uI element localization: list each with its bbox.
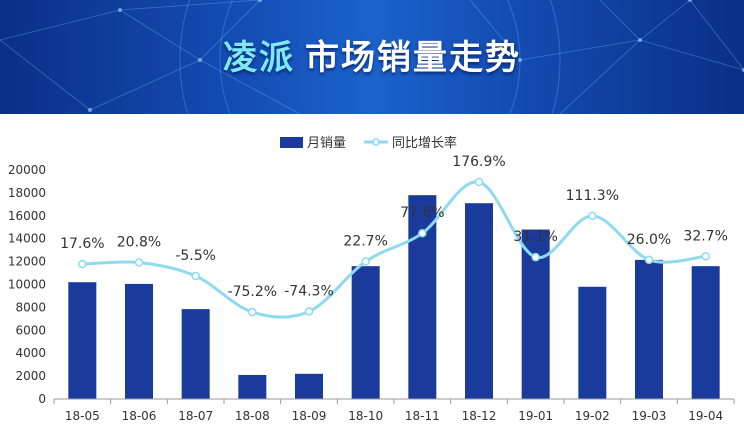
bar-18-09 [295, 373, 323, 399]
bar-18-12 [465, 203, 493, 399]
x-tick-label: 19-02 [575, 409, 610, 423]
growth-point-18-09 [304, 307, 314, 316]
bar-19-02 [578, 286, 607, 399]
growth-data-label: 111.3% [566, 188, 619, 204]
x-tick-label: 18-08 [235, 409, 270, 423]
brand-name: 凌派 [223, 38, 295, 78]
y-tick-label: 6000 [15, 323, 46, 337]
legend-label-bar: 月销量 [307, 136, 346, 151]
network-background [0, 0, 744, 114]
growth-data-label: 22.7% [343, 234, 387, 250]
growth-point-19-01 [531, 252, 540, 262]
page-title: 市场销量走势 [305, 38, 521, 78]
growth-point-18-12 [474, 177, 484, 187]
growth-point-18-10 [361, 257, 370, 266]
y-axis: 0 2000 4000 6000 8000 10000 12000 14000 16000 180… [8, 163, 46, 406]
growth-point-18-08 [248, 307, 257, 317]
legend-swatch-marker [372, 138, 380, 146]
y-tick-label: 2000 [15, 369, 46, 383]
x-tick-label: 19-03 [632, 409, 667, 423]
x-tick-label: 18-07 [178, 409, 213, 423]
growth-data-label: 32.7% [683, 228, 727, 244]
growth-point-19-02 [588, 211, 597, 221]
bar-18-06 [125, 283, 153, 399]
x-tick-label: 18-10 [348, 409, 383, 423]
bar-18-05 [68, 282, 97, 399]
legend-swatch-bar [280, 137, 303, 148]
growth-data-label: 20.8% [117, 234, 161, 250]
growth-data-label: 17.6% [60, 236, 104, 252]
banner-title: 凌派 市场销量走势 [0, 30, 744, 79]
x-tick-label: 19-01 [518, 409, 553, 423]
growth-data-label: -5.5% [175, 248, 216, 264]
x-tick-label: 18-06 [122, 409, 157, 423]
sales-chart: 月销量 同比增长率 0 2000 4000 6000 8000 10000 12000 140… [8, 135, 735, 423]
bar-18-10 [351, 266, 380, 399]
growth-point-18-07 [191, 271, 200, 281]
growth-data-label: 176.9% [452, 154, 505, 170]
growth-line-series: 17.6% 20.8% -5.5% -75.2% -74.3% 22.7% 77.6% 176… [60, 154, 728, 319]
growth-point-18-05 [78, 259, 87, 269]
y-tick-label: 12000 [8, 255, 46, 269]
x-tick-label: 18-11 [405, 409, 440, 423]
bar-19-03 [635, 259, 663, 399]
growth-data-label: 31.1% [513, 229, 557, 245]
growth-point-19-03 [644, 255, 654, 265]
y-tick-label: 4000 [15, 346, 46, 360]
bar-18-07 [181, 309, 210, 399]
y-tick-label: 8000 [15, 300, 46, 314]
chart-legend: 月销量 同比增长率 [280, 135, 457, 151]
growth-data-label: 77.6% [400, 205, 444, 221]
y-tick-label: 20000 [8, 163, 46, 177]
growth-data-label: 26.0% [627, 232, 671, 248]
legend-label-line: 同比增长率 [392, 135, 457, 151]
y-tick-label: 14000 [8, 232, 46, 246]
x-tick-label: 19-04 [688, 409, 723, 423]
y-tick-label: 10000 [8, 278, 46, 292]
y-tick-label: 16000 [8, 209, 46, 223]
x-tick-label: 18-12 [462, 409, 497, 423]
y-tick-label: 0 [38, 392, 46, 406]
y-tick-label: 18000 [8, 186, 46, 200]
bar-series [68, 195, 720, 399]
x-tick-label: 18-09 [292, 409, 327, 423]
x-tick-label: 18-05 [65, 409, 100, 423]
growth-point-19-04 [701, 252, 710, 261]
banner: 凌派 市场销量走势 [0, 0, 744, 114]
growth-data-label: -74.3% [284, 284, 334, 300]
growth-point-18-11 [418, 228, 427, 238]
bar-19-04 [691, 266, 720, 399]
growth-point-18-06 [134, 258, 144, 267]
bar-18-08 [238, 374, 267, 399]
growth-data-label: -75.2% [228, 284, 278, 300]
x-axis: 18-05 18-06 18-07 18-08 18-09 18-10 18-11 18-12… [53, 398, 735, 423]
